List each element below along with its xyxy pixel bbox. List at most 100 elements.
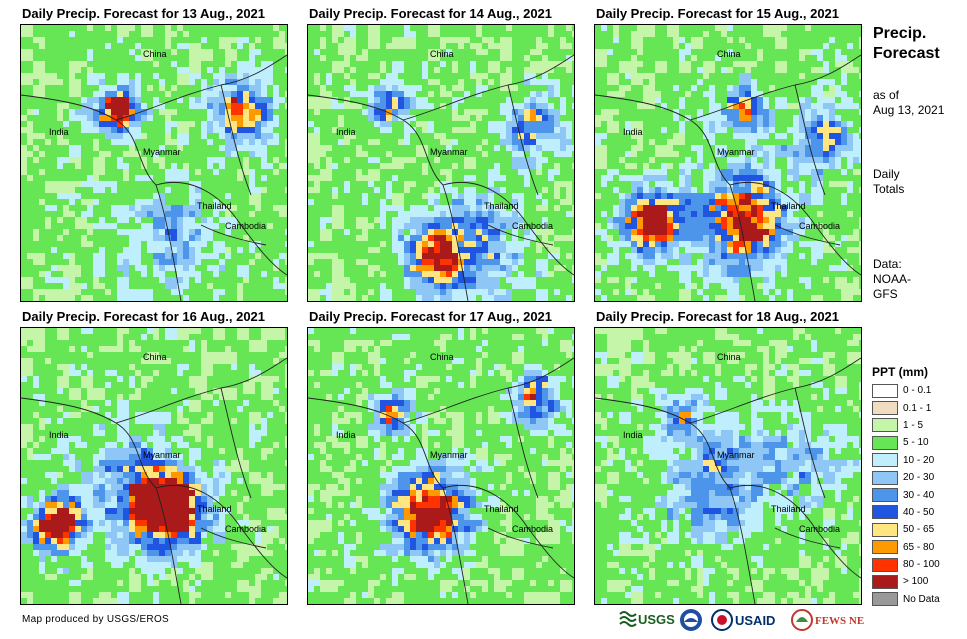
legend-swatch <box>872 540 898 555</box>
legend-label: 5 - 10 <box>903 437 929 449</box>
legend-item: No Data <box>872 591 940 608</box>
legend-swatch <box>872 453 898 468</box>
usgs-logo: USGS <box>618 606 678 634</box>
map-label-myanmar: Myanmar <box>430 147 468 157</box>
legend-item: 65 - 80 <box>872 539 940 556</box>
legend-item: 1 - 5 <box>872 417 940 434</box>
map-label-thailand: Thailand <box>197 201 232 211</box>
precip-map: China India Myanmar Thailand Cambodia <box>307 327 575 605</box>
sidebar-daily: Daily Totals <box>873 167 905 196</box>
map-label-india: India <box>336 430 356 440</box>
legend-swatch <box>872 470 898 485</box>
map-label-cambodia: Cambodia <box>512 221 553 231</box>
legend: PPT (mm) 0 - 0.1 0.1 - 1 1 - 5 5 - 10 10 - 2… <box>872 365 940 608</box>
footer-credit: Map produced by USGS/EROS <box>22 614 170 625</box>
legend-label: 40 - 50 <box>903 506 935 518</box>
map-label-cambodia: Cambodia <box>512 524 553 534</box>
legend-item: 50 - 65 <box>872 521 940 538</box>
legend-swatch <box>872 592 898 607</box>
map-label-china: China <box>717 49 741 59</box>
legend-item: 0.1 - 1 <box>872 399 940 416</box>
legend-swatch <box>872 522 898 537</box>
panel-title: Daily Precip. Forecast for 15 Aug., 2021 <box>596 6 840 21</box>
usaid-logo: USAID <box>710 606 790 634</box>
forecast-panel-4: Daily Precip. Forecast for 16 Aug., 2021… <box>20 309 288 605</box>
legend-label: No Data <box>903 593 940 605</box>
fewsnet-logo-mark: FEWS NET <box>791 609 864 631</box>
precip-map: China India Myanmar Thailand Cambodia <box>20 327 288 605</box>
map-label-myanmar: Myanmar <box>430 450 468 460</box>
legend-swatch <box>872 574 898 589</box>
map-label-thailand: Thailand <box>197 504 232 514</box>
fewsnet-logo-text: FEWS NET <box>815 615 864 627</box>
map-label-india: India <box>336 127 356 137</box>
precip-field: China India Myanmar Thailand Cambodia <box>21 328 287 604</box>
legend-item: 0 - 0.1 <box>872 382 940 399</box>
map-label-myanmar: Myanmar <box>717 147 755 157</box>
forecast-panel-2: Daily Precip. Forecast for 14 Aug., 2021… <box>307 6 575 302</box>
map-label-india: India <box>49 127 69 137</box>
precip-field: China India Myanmar Thailand Cambodia <box>21 25 287 301</box>
map-label-china: China <box>717 352 741 362</box>
map-label-cambodia: Cambodia <box>225 524 266 534</box>
forecast-panel-6: Daily Precip. Forecast for 18 Aug., 2021… <box>594 309 862 605</box>
map-label-cambodia: Cambodia <box>225 221 266 231</box>
legend-label: 10 - 20 <box>903 454 935 466</box>
map-label-thailand: Thailand <box>771 504 806 514</box>
legend-swatch <box>872 418 898 433</box>
forecast-panel-1: Daily Precip. Forecast for 13 Aug., 2021… <box>20 6 288 302</box>
legend-item: 10 - 20 <box>872 452 940 469</box>
precip-map: China India Myanmar Thailand Cambodia <box>594 327 862 605</box>
map-label-india: India <box>623 127 643 137</box>
map-label-india: India <box>49 430 69 440</box>
map-label-china: China <box>143 49 167 59</box>
precip-field: China India Myanmar Thailand Cambodia <box>595 328 861 604</box>
legend-item: > 100 <box>872 573 940 590</box>
legend-label: 0.1 - 1 <box>903 402 932 414</box>
precip-map: China India Myanmar Thailand Cambodia <box>307 24 575 302</box>
precip-map: China India Myanmar Thailand Cambodia <box>594 24 862 302</box>
legend-item: 30 - 40 <box>872 486 940 503</box>
sidebar-title: Precip. Forecast <box>873 25 940 62</box>
precip-map: China India Myanmar Thailand Cambodia <box>20 24 288 302</box>
panel-title: Daily Precip. Forecast for 13 Aug., 2021 <box>22 6 266 21</box>
legend-item: 80 - 100 <box>872 556 940 573</box>
panel-title: Daily Precip. Forecast for 17 Aug., 2021 <box>309 309 553 324</box>
map-label-myanmar: Myanmar <box>717 450 755 460</box>
panel-title: Daily Precip. Forecast for 14 Aug., 2021 <box>309 6 553 21</box>
map-label-cambodia: Cambodia <box>799 524 840 534</box>
legend-label: 20 - 30 <box>903 472 935 484</box>
logo-strip: USGS USAID FEWS NET <box>618 606 864 634</box>
noaa-logo <box>678 606 706 634</box>
legend-label: 30 - 40 <box>903 489 935 501</box>
legend-swatch <box>872 401 898 416</box>
sidebar-asof: as of Aug 13, 2021 <box>873 88 945 117</box>
legend-label: > 100 <box>903 576 929 588</box>
map-label-india: India <box>623 430 643 440</box>
legend-label: 50 - 65 <box>903 524 935 536</box>
legend-item: 40 - 50 <box>872 504 940 521</box>
map-label-myanmar: Myanmar <box>143 450 181 460</box>
fewsnet-logo: FEWS NET <box>790 606 864 634</box>
usgs-logo-text: USGS <box>638 612 675 627</box>
precip-field: China India Myanmar Thailand Cambodia <box>595 25 861 301</box>
panel-title: Daily Precip. Forecast for 16 Aug., 2021 <box>22 309 266 324</box>
legend-label: 0 - 0.1 <box>903 385 932 397</box>
legend-swatch <box>872 435 898 450</box>
noaa-emblem-icon <box>680 609 702 631</box>
legend-swatch <box>872 505 898 520</box>
map-label-china: China <box>143 352 167 362</box>
precip-field: China India Myanmar Thailand Cambodia <box>308 25 574 301</box>
legend-label: 80 - 100 <box>903 559 940 571</box>
legend-item: 20 - 30 <box>872 469 940 486</box>
map-label-thailand: Thailand <box>771 201 806 211</box>
usaid-logo-text: USAID <box>735 613 775 628</box>
usaid-logo-mark: USAID <box>711 609 775 631</box>
map-label-thailand: Thailand <box>484 504 519 514</box>
legend-label: 65 - 80 <box>903 541 935 553</box>
precip-field: China India Myanmar Thailand Cambodia <box>308 328 574 604</box>
map-label-cambodia: Cambodia <box>799 221 840 231</box>
legend-title: PPT (mm) <box>872 365 929 379</box>
legend-swatch <box>872 557 898 572</box>
legend-label: 1 - 5 <box>903 419 924 431</box>
